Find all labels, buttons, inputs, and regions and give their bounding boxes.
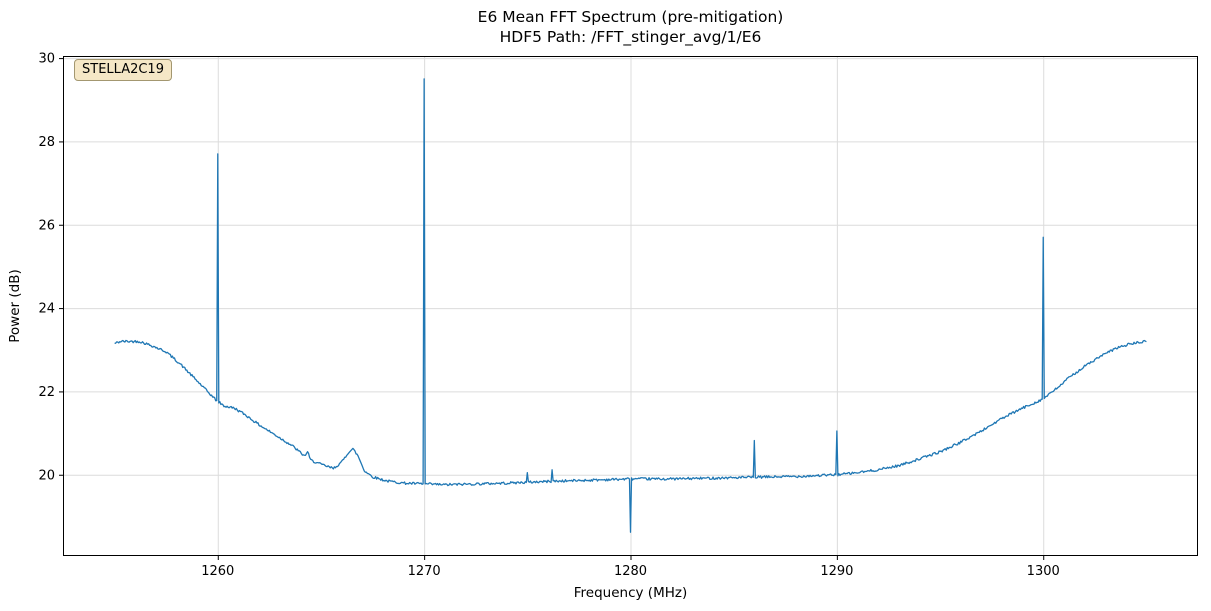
x-tick-label: 1300: [1027, 564, 1060, 579]
spectrum-line: [114, 78, 1147, 533]
x-tick-label: 1260: [201, 564, 234, 579]
axes-spines: [63, 56, 1198, 556]
chart-subtitle: HDF5 Path: /FFT_stinger_avg/1/E6: [499, 28, 762, 46]
y-tick-label: 22: [38, 385, 55, 400]
y-tick-label: 30: [38, 52, 55, 67]
y-tick-label: 28: [38, 135, 55, 150]
x-tick-label: 1280: [614, 564, 647, 579]
y-axis-label: Power (dB): [7, 269, 23, 343]
x-tick-label: 1270: [408, 564, 441, 579]
annotation-box: STELLA2C19: [74, 59, 172, 81]
y-tick-label: 20: [38, 468, 55, 483]
chart-title: E6 Mean FFT Spectrum (pre-mitigation): [477, 8, 784, 26]
y-tick-label: 24: [38, 302, 55, 317]
x-axis-label: Frequency (MHz): [573, 585, 688, 601]
x-tick-label: 1290: [820, 564, 853, 579]
y-tick-label: 26: [38, 218, 55, 233]
